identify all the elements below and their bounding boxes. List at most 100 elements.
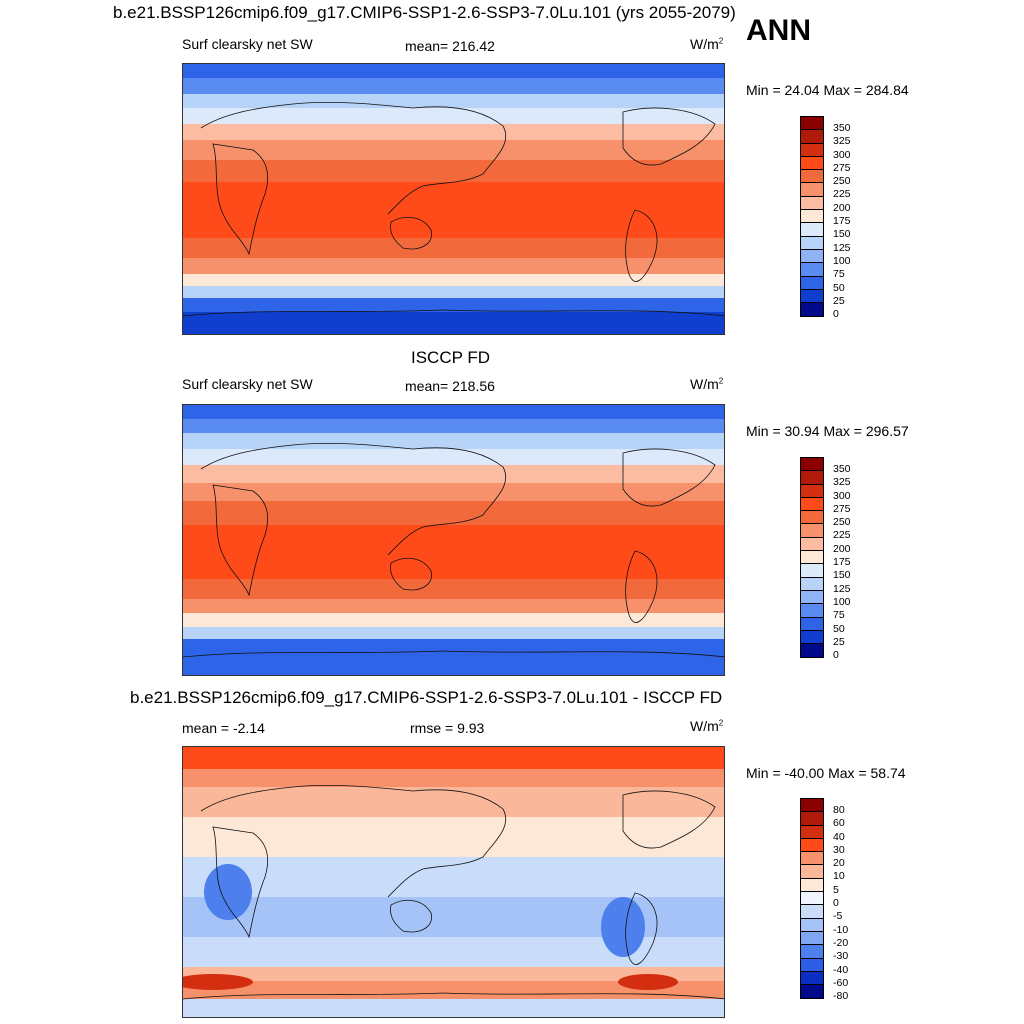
colorbar-tick-label: 0 bbox=[833, 308, 839, 321]
colorbar-swatch bbox=[801, 143, 823, 157]
panel3-minmax: Min = -40.00 Max = 58.74 bbox=[746, 765, 906, 781]
colorbar-swatch bbox=[801, 183, 823, 197]
panel2-colorbar-labels: 350 325 300 275 250 225 200 175 150 125 100 75 50 25 0 bbox=[833, 463, 851, 662]
colorbar-tick-label: 225 bbox=[833, 529, 851, 542]
panel1-units: W/m2 bbox=[690, 36, 724, 52]
colorbar-tick-label: -10 bbox=[833, 923, 849, 936]
colorbar-swatch bbox=[801, 511, 823, 525]
colorbar-tick-label: 200 bbox=[833, 201, 851, 214]
panel3-title: b.e21.BSSP126cmip6.f09_g17.CMIP6-SSP1-2.… bbox=[130, 688, 723, 707]
colorbar-swatch bbox=[801, 577, 823, 591]
colorbar-tick-label: 250 bbox=[833, 175, 851, 188]
colorbar-swatch bbox=[801, 497, 823, 512]
colorbar-swatch bbox=[801, 458, 823, 472]
colorbar-tick-label: -80 bbox=[833, 990, 849, 1003]
colorbar-tick-label: 25 bbox=[833, 294, 845, 307]
panel2-title: ISCCP FD bbox=[411, 348, 491, 367]
panel3-difference-map bbox=[182, 746, 725, 1018]
colorbar-tick-label: 5 bbox=[833, 883, 839, 896]
colorbar-tick-label: 75 bbox=[833, 268, 845, 281]
colorbar-swatch bbox=[801, 564, 823, 578]
colorbar-swatch bbox=[801, 117, 823, 131]
colorbar-tick-label: 150 bbox=[833, 228, 851, 241]
colorbar-tick-label: 0 bbox=[833, 649, 839, 662]
colorbar-tick-label: 350 bbox=[833, 122, 851, 134]
colorbar-tick-label: -30 bbox=[833, 950, 849, 963]
colorbar-swatch bbox=[801, 878, 823, 893]
colorbar-tick-label: 30 bbox=[833, 843, 845, 856]
colorbar-tick-label: -60 bbox=[833, 976, 849, 989]
colorbar-swatch bbox=[801, 236, 823, 250]
colorbar-swatch bbox=[801, 958, 823, 972]
colorbar-tick-label: 100 bbox=[833, 595, 851, 608]
colorbar-tick-label: 325 bbox=[833, 135, 851, 148]
colorbar-swatch bbox=[801, 289, 823, 304]
colorbar-tick-label: 325 bbox=[833, 476, 851, 489]
colorbar-tick-label: 50 bbox=[833, 281, 845, 294]
panel3-colorbar bbox=[800, 798, 824, 1000]
panel2-minmax: Min = 30.94 Max = 296.57 bbox=[746, 423, 909, 439]
colorbar-swatch bbox=[801, 471, 823, 485]
colorbar-swatch bbox=[801, 918, 823, 932]
panel2-variable-label: Surf clearsky net SW bbox=[182, 376, 313, 392]
panel3-rmse-label: rmse = 9.93 bbox=[410, 720, 485, 736]
colorbar-swatch bbox=[801, 644, 823, 658]
colorbar-swatch bbox=[801, 263, 823, 277]
colorbar-swatch bbox=[801, 156, 823, 171]
colorbar-swatch bbox=[801, 524, 823, 538]
colorbar-swatch bbox=[801, 838, 823, 853]
panel1-mean-label: mean= 216.42 bbox=[405, 38, 495, 54]
panel1-model-map bbox=[182, 63, 725, 335]
colorbar-swatch bbox=[801, 985, 823, 999]
colorbar-tick-label: 200 bbox=[833, 542, 851, 555]
colorbar-tick-label: 25 bbox=[833, 635, 845, 648]
panel2-mean-label: mean= 218.56 bbox=[405, 378, 495, 394]
colorbar-swatch bbox=[801, 210, 823, 224]
colorbar-swatch bbox=[801, 799, 823, 813]
panel2-colorbar bbox=[800, 457, 824, 659]
colorbar-tick-label: 275 bbox=[833, 502, 851, 515]
colorbar-tick-label: 250 bbox=[833, 516, 851, 529]
panel3-colorbar-labels: 80 60 40 30 20 10 5 0 -5 -10 -20 -30 -40 -60 -80 bbox=[833, 804, 848, 1003]
colorbar-swatch bbox=[801, 537, 823, 552]
colorbar-swatch bbox=[801, 617, 823, 631]
colorbar-swatch bbox=[801, 630, 823, 645]
panel3-mean-label: mean = -2.14 bbox=[182, 720, 265, 736]
colorbar-tick-label: 350 bbox=[833, 463, 851, 475]
colorbar-swatch bbox=[801, 971, 823, 986]
colorbar-swatch bbox=[801, 905, 823, 919]
colorbar-swatch bbox=[801, 196, 823, 211]
colorbar-tick-label: 75 bbox=[833, 609, 845, 622]
colorbar-tick-label: 225 bbox=[833, 188, 851, 201]
colorbar-swatch bbox=[801, 931, 823, 946]
colorbar-swatch bbox=[801, 825, 823, 839]
colorbar-swatch bbox=[801, 303, 823, 317]
colorbar-tick-label: 125 bbox=[833, 582, 851, 595]
panel1-minmax: Min = 24.04 Max = 284.84 bbox=[746, 82, 909, 98]
colorbar-swatch bbox=[801, 130, 823, 144]
colorbar-tick-label: 300 bbox=[833, 148, 851, 161]
colorbar-tick-label: 175 bbox=[833, 556, 851, 569]
colorbar-tick-label: 50 bbox=[833, 622, 845, 635]
colorbar-swatch bbox=[801, 852, 823, 866]
colorbar-tick-label: 125 bbox=[833, 241, 851, 254]
colorbar-tick-label: 10 bbox=[833, 870, 845, 883]
colorbar-tick-label: -5 bbox=[833, 910, 843, 923]
figure-title: b.e21.BSSP126cmip6.f09_g17.CMIP6-SSP1-2.… bbox=[113, 3, 736, 22]
colorbar-swatch bbox=[801, 276, 823, 290]
colorbar-tick-label: 175 bbox=[833, 215, 851, 228]
colorbar-swatch bbox=[801, 892, 823, 906]
colorbar-tick-label: 275 bbox=[833, 161, 851, 174]
colorbar-tick-label: -20 bbox=[833, 936, 849, 949]
panel1-colorbar-labels: 350 325 300 275 250 225 200 175 150 125 100 75 50 25 0 bbox=[833, 122, 851, 321]
panel3-units: W/m2 bbox=[690, 718, 724, 734]
colorbar-tick-label: 60 bbox=[833, 817, 845, 830]
colorbar-swatch bbox=[801, 865, 823, 879]
colorbar-swatch bbox=[801, 170, 823, 184]
colorbar-swatch bbox=[801, 812, 823, 826]
panel1-variable-label: Surf clearsky net SW bbox=[182, 36, 313, 52]
colorbar-swatch bbox=[801, 945, 823, 959]
panel2-observation-map bbox=[182, 404, 725, 676]
colorbar-tick-label: 0 bbox=[833, 897, 839, 910]
colorbar-tick-label: -40 bbox=[833, 963, 849, 976]
